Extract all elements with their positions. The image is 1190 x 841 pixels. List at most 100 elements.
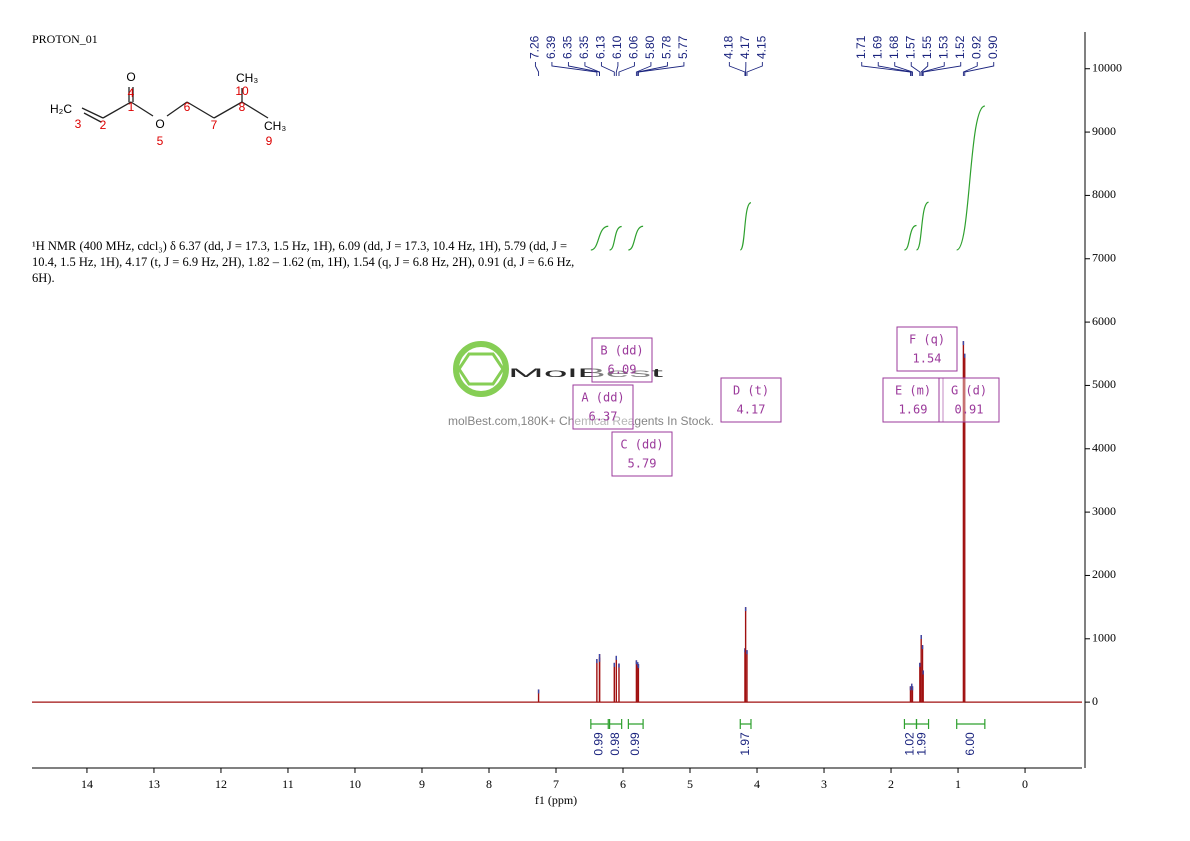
- multiplet-name: C (dd): [620, 438, 663, 452]
- atom-number: 8: [239, 100, 246, 114]
- atom: O: [126, 70, 135, 84]
- integral-bracket: [956, 719, 986, 729]
- peak-label-leader: [861, 62, 911, 76]
- x-tick-label: 14: [81, 777, 93, 791]
- peak-label: 5.77: [676, 35, 690, 59]
- chart-title: PROTON_01: [32, 32, 98, 46]
- integral-bracket: [609, 719, 623, 729]
- integral-bracket: [903, 719, 918, 729]
- peak-label: 5.80: [643, 35, 657, 59]
- x-tick-label: 2: [888, 777, 894, 791]
- peak-label-leader: [600, 62, 615, 76]
- integral-label: 0.98: [608, 732, 622, 756]
- integral-curve: [590, 225, 609, 251]
- peak-label: 1.57: [903, 35, 917, 59]
- peak-label: 0.92: [969, 35, 983, 59]
- nmr-description: ¹H NMR (400 MHz, cdcl₃) δ 6.37 (dd, J = …: [32, 239, 575, 285]
- integral-label: 6.00: [963, 732, 977, 756]
- x-axis-label: f1 (ppm): [535, 793, 577, 807]
- peak-label-leader: [910, 62, 921, 76]
- peak-label: 6.35: [577, 35, 591, 59]
- watermark: MolBest molBest.com,180K+ Chemical Reage…: [448, 341, 714, 428]
- y-tick-label: 7000: [1092, 251, 1116, 265]
- atom-number: 6: [184, 100, 191, 114]
- multiplet-box: [896, 326, 958, 372]
- y-tick-label: 10000: [1092, 60, 1122, 74]
- integral-label: 1.02: [903, 732, 917, 756]
- multiplet-shift: 0.91: [955, 403, 984, 417]
- atom: O: [155, 117, 164, 131]
- peak-label-leader: [728, 62, 746, 76]
- integral-bracket: [590, 719, 609, 729]
- atom: CH₃: [236, 71, 258, 85]
- multiplet-box: [882, 377, 944, 423]
- peak-label: 4.17: [738, 35, 752, 59]
- integral-curve: [956, 105, 986, 251]
- peak-label: 1.53: [936, 35, 950, 59]
- x-tick-label: 0: [1022, 777, 1028, 791]
- peak-label-leader: [964, 62, 995, 76]
- peak-label-leader: [922, 62, 945, 76]
- y-tick-label: 9000: [1092, 124, 1116, 138]
- peak-label-leader: [615, 62, 619, 76]
- multiplet-shift: 1.69: [899, 403, 928, 417]
- atom-number: 1: [128, 100, 135, 114]
- peak-label: 6.35: [561, 35, 575, 59]
- peak-label-leader: [877, 62, 913, 76]
- peak-label-leader: [922, 62, 962, 76]
- atom: CH₃: [264, 119, 286, 133]
- molecule-atoms: O CH₃ H₂C O CH₃: [50, 70, 286, 133]
- integral-curve: [904, 224, 917, 251]
- multiplet-name: B (dd): [600, 344, 643, 358]
- peak-label-leader: [534, 62, 540, 76]
- atom-number: 3: [75, 117, 82, 131]
- atom-numbers: 4 1 10 8 3 2 6 7 5 9: [75, 84, 273, 148]
- y-tick-label: 1000: [1092, 631, 1116, 645]
- peak-label: 4.15: [755, 35, 769, 59]
- x-tick-label: 4: [754, 777, 760, 791]
- multiplet-shift: 6.09: [608, 363, 637, 377]
- peak-label-leader: [584, 62, 600, 76]
- y-tick-label: 5000: [1092, 377, 1116, 391]
- peak-label: 0.90: [986, 35, 1000, 59]
- peak-label: 1.71: [854, 35, 868, 59]
- integral-curve: [915, 201, 930, 251]
- peak-label: 6.13: [594, 35, 608, 59]
- peak-label: 1.55: [920, 35, 934, 59]
- peak-label-leader: [635, 62, 652, 76]
- peak-label: 6.06: [627, 35, 641, 59]
- x-tick-label: 9: [419, 777, 425, 791]
- integral-label: 1.97: [738, 732, 752, 756]
- multiplet-box: [611, 431, 673, 477]
- multiplet-shift: 1.54: [913, 352, 942, 366]
- integral-curve: [739, 202, 752, 251]
- integral-curve: [609, 225, 622, 251]
- peak-label-leader: [637, 62, 668, 76]
- atom-number: 5: [157, 134, 164, 148]
- y-tick-label: 3000: [1092, 504, 1116, 518]
- peak-label: 5.78: [660, 35, 674, 59]
- integral-bracket: [627, 719, 644, 729]
- integral-label: 0.99: [628, 732, 642, 756]
- multiplet-name: F (q): [909, 333, 945, 347]
- peak-label-leader: [894, 62, 913, 76]
- atom-number: 7: [211, 118, 218, 132]
- x-tick-label: 13: [148, 777, 160, 791]
- multiplet-shift: 5.79: [628, 457, 657, 471]
- atom-number: 10: [235, 84, 249, 98]
- watermark-brand: MolBest: [508, 366, 665, 380]
- x-tick-label: 1: [955, 777, 961, 791]
- multiplet-box: [572, 384, 634, 430]
- peak-label-leader: [962, 62, 978, 76]
- multiplet-name: D (t): [733, 384, 769, 398]
- peak-label: 4.18: [722, 35, 736, 59]
- watermark-tagline: molBest.com,180K+ Chemical Reagents In S…: [448, 414, 714, 428]
- peak-label: 7.26: [528, 35, 542, 59]
- y-tick-label: 8000: [1092, 187, 1116, 201]
- y-tick-label: 0: [1092, 694, 1098, 708]
- x-tick-label: 5: [687, 777, 693, 791]
- multiplet-shift: 6.37: [589, 410, 618, 424]
- multiplet-name: E (m): [895, 384, 931, 398]
- integral-curve: [628, 225, 644, 251]
- molecule: [81, 87, 269, 123]
